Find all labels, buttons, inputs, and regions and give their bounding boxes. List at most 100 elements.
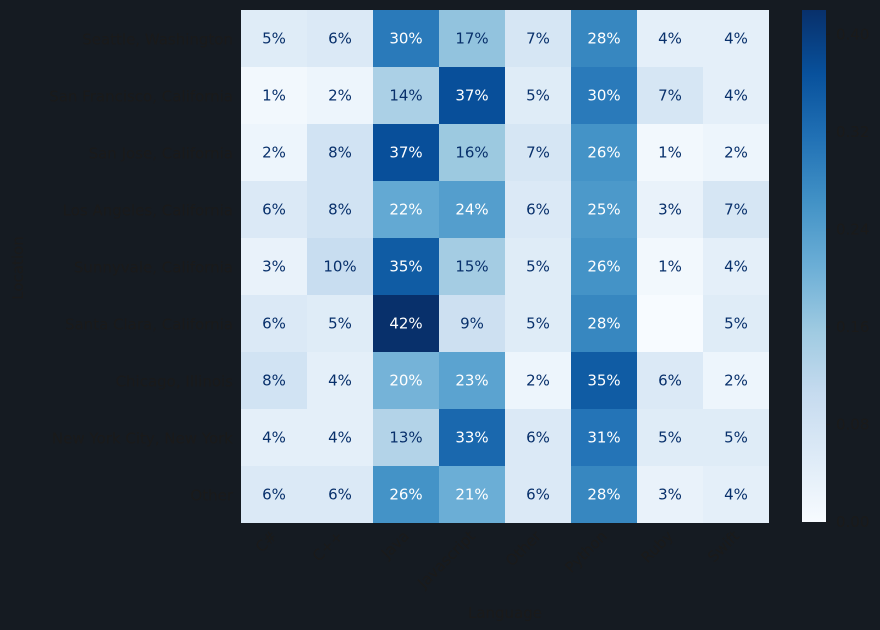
cell-value-label: 8% [328,144,352,162]
y-tick-label: San Francisco, California [49,88,233,106]
x-tick-label: C# [252,527,281,556]
cell-value-label: 5% [526,315,550,333]
heatmap-cell [571,352,637,409]
cell-value-label: 4% [724,486,748,504]
colorbar-tick-label: 0.40 [836,25,869,43]
heatmap-cell [505,238,571,295]
cell-value-label: 9% [460,315,484,333]
heatmap-cell [505,409,571,466]
heatmap-cell [307,67,373,124]
heatmap-cell [373,409,439,466]
heatmap-cell [241,409,307,466]
cell-value-label: 8% [328,201,352,219]
cell-value-label: 14% [389,87,422,105]
x-tick-label: Python [561,527,610,576]
cell-value-label: 6% [262,315,286,333]
x-axis-tick-labels: C# C++ Java Javascript Other Python Ruby Swift [252,527,743,593]
cell-value-label: 2% [328,87,352,105]
heatmap-cell [307,181,373,238]
cell-value-label: 6% [328,486,352,504]
cell-value-label: 28% [587,486,620,504]
y-tick-label: New York City, New York [52,430,233,448]
cell-value-label: 20% [389,372,422,390]
cell-value-label: 1% [658,258,682,276]
heatmap-cell [637,295,703,352]
x-axis-title: Language [468,604,542,622]
heatmap-cell [373,10,439,67]
cell-value-label: 16% [455,144,488,162]
cell-value-label: 6% [262,486,286,504]
colorbar [802,10,826,522]
cell-value-label: 35% [389,258,422,276]
cell-value-label: 1% [262,87,286,105]
heatmap-cell [505,67,571,124]
cell-value-label: 5% [262,30,286,48]
cell-value-label: 4% [658,30,682,48]
heatmap-cell [241,352,307,409]
heatmap-cell [241,181,307,238]
cell-value-label: 30% [587,87,620,105]
cell-value-label: 28% [587,315,620,333]
heatmap-cell [505,181,571,238]
cell-value-label: 4% [724,258,748,276]
cell-value-label: 13% [389,429,422,447]
cell-value-label: 4% [724,87,748,105]
heatmap-cell [373,67,439,124]
heatmap-cell [373,124,439,181]
cell-value-label: 2% [724,144,748,162]
heatmap-cell [703,295,769,352]
cell-value-label: 7% [526,144,550,162]
heatmap-cell-labels: 5% 6% 30% 17% 7% 28% 4% 4% 1% 2% 14% 37% 5% 30% 7% 4% 2%… [262,30,748,504]
colorbar-gradient [802,10,826,522]
heatmap-cell [571,409,637,466]
heatmap-cell [637,238,703,295]
cell-value-label: 7% [658,87,682,105]
heatmap-cell [439,67,505,124]
heatmap-cell [307,295,373,352]
heatmap-cell [703,466,769,523]
cell-value-label: 28% [587,30,620,48]
heatmap-cell [571,67,637,124]
y-tick-label: San Jose, California [89,145,233,163]
cell-value-label: 6% [526,201,550,219]
cell-value-label: 6% [658,372,682,390]
heatmap-cell [505,295,571,352]
cell-value-label: 10% [323,258,356,276]
x-tick-label: Ruby [637,527,676,566]
cell-value-label: 5% [724,429,748,447]
heatmap-cell [703,352,769,409]
heatmap-cell [637,409,703,466]
cell-value-label: 2% [724,372,748,390]
x-tick-label: Swift [704,527,743,566]
heatmap-cell [703,67,769,124]
y-axis-title: Location [9,236,27,299]
cell-value-label: 22% [389,201,422,219]
y-axis-tick-labels: Seattle, Washington San Francisco, Califo… [49,31,234,505]
cell-value-label: 26% [587,258,620,276]
heatmap-cell [637,10,703,67]
heatmap-cell [307,10,373,67]
heatmap-cell [241,238,307,295]
cell-value-label: 5% [658,429,682,447]
heatmap-cell [637,124,703,181]
cell-value-label: 3% [658,201,682,219]
heatmap-cell [439,238,505,295]
heatmap-cell [703,238,769,295]
cell-value-label: 5% [328,315,352,333]
heatmap-cell [439,10,505,67]
colorbar-tick-label: 0.16 [836,318,869,336]
heatmap-cell [373,352,439,409]
heatmap-cell [373,295,439,352]
heatmap-cell [637,352,703,409]
heatmap-cell [241,295,307,352]
x-tick-label: Other [502,527,545,570]
cell-value-label: 4% [328,429,352,447]
cell-value-label: 2% [526,372,550,390]
heatmap-cell [637,67,703,124]
heatmap-cell [703,409,769,466]
cell-value-label: 17% [455,30,488,48]
heatmap-cell [505,466,571,523]
cell-value-label: 5% [724,315,748,333]
heatmap-cell [373,181,439,238]
cell-value-label: 4% [724,30,748,48]
